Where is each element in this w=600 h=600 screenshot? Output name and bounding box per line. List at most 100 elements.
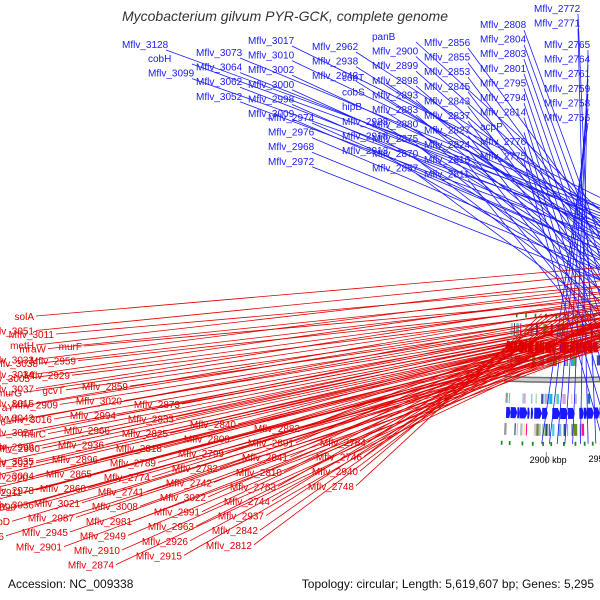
marker-dot — [591, 441, 594, 446]
reverse-label-connector — [283, 313, 589, 473]
map-title: Mycobacterium gilvum PYR-GCK, complete g… — [122, 8, 448, 24]
gene-label-reverse: Mflv_3004 — [0, 472, 34, 483]
gene-label-forward: Mflv_2853 — [424, 67, 471, 78]
reverse-label-connector — [41, 330, 600, 449]
gene-label-reverse: Mflv_2833 — [128, 415, 175, 426]
gene-label-reverse: Mflv_2911 — [0, 488, 22, 499]
gene-label-reverse: Mflv_3008 — [92, 502, 139, 513]
gene-label-reverse: Mflv_2744 — [224, 497, 271, 508]
gene-label-reverse: Mflv_2809 — [184, 435, 231, 446]
forward-label-connector — [385, 97, 600, 238]
reverse-label-connector — [359, 313, 548, 472]
gene-label-forward: Mflv_2899 — [372, 61, 419, 72]
forward-label-connector — [523, 73, 600, 297]
forward-label-connector — [523, 88, 600, 317]
gene-label-forward: Mflv_2756 — [544, 113, 591, 124]
gene-label-reverse: Mflv_2945 — [22, 528, 69, 539]
reverse-label-connector — [259, 313, 568, 531]
gene-label-reverse: Mflv_3037 — [0, 385, 34, 396]
gene-label-forward: Mflv_2972 — [268, 157, 315, 168]
reverse-label-connector — [35, 280, 600, 346]
reverse-label-connector — [355, 313, 542, 487]
gene-label-reverse: Mflv_2748 — [308, 482, 355, 493]
feature-block — [548, 424, 550, 436]
forward-label-connector — [467, 120, 600, 292]
forward-label-connector — [415, 114, 600, 269]
forward-label-connector — [467, 76, 600, 254]
gene-label-reverse: Mflv_3036 — [0, 501, 34, 512]
forward-label-connector — [291, 118, 600, 250]
reverse-label-connector — [175, 327, 600, 419]
reverse-label-connector — [23, 340, 600, 493]
gene-label-reverse: Mflv_2999 — [0, 443, 34, 454]
reverse-label-connector — [47, 291, 600, 349]
gene-label-reverse: Mflv_2812 — [206, 541, 253, 552]
feature-block — [533, 423, 537, 436]
forward-genes-track — [505, 406, 600, 419]
feature-block — [513, 323, 516, 336]
gene-arrow — [517, 407, 520, 419]
gene-label-forward: Mflv_2775 — [480, 151, 527, 162]
marker-dot — [525, 313, 527, 318]
gene-label-forward: Mflv_2900 — [372, 47, 419, 58]
gene-label-reverse: Mflv_2742 — [166, 478, 213, 489]
feature-block — [581, 423, 585, 436]
gene-label-forward: Mflv_2855 — [424, 53, 471, 64]
gene-label-reverse: Mflv_3016 — [6, 415, 53, 426]
feature-block — [505, 392, 508, 403]
gene-label-forward: Mflv_3128 — [122, 40, 169, 51]
reverse-label-connector — [0, 342, 600, 500]
forward-label-connector — [239, 72, 600, 217]
feature-block — [587, 393, 591, 404]
feature-block — [571, 393, 573, 404]
feature-block — [555, 394, 557, 404]
reverse-label-connector — [123, 322, 600, 401]
forward-label-connector — [355, 51, 600, 211]
gene-label-forward: Mflv_2759 — [544, 84, 591, 95]
gene-arrow — [534, 407, 543, 419]
feature-block — [515, 323, 520, 336]
forward-label-connector — [191, 63, 600, 214]
reverse-label-connectors — [0, 267, 600, 565]
reverse-label-connector — [77, 304, 600, 361]
gene-label-forward: hipB — [342, 102, 362, 113]
gene-label-reverse: Mflv_2915 — [136, 551, 183, 562]
marker-dot — [534, 313, 537, 318]
marker-dot — [521, 441, 524, 446]
reverse-label-connector — [0, 322, 600, 437]
gene-label-forward: Mflv_2856 — [424, 38, 471, 49]
gene-label-reverse: Mflv_2746 — [316, 453, 363, 464]
gene-label-reverse: Mflv_2783 — [230, 482, 277, 493]
reverse-label-connector — [35, 286, 600, 360]
reverse-label-connector — [0, 326, 600, 450]
reverse-label-connector — [139, 336, 600, 507]
gene-label-reverse: Mflv_2959 — [30, 357, 77, 368]
feature-block — [523, 393, 526, 404]
gene-label-reverse: Mflv_3038 — [0, 359, 38, 370]
reverse-label-connector — [367, 313, 558, 443]
gene-label-reverse: Mflv_3035 — [0, 457, 34, 468]
reverse-label-connector — [35, 267, 600, 317]
gene-label-forward: Mflv_2827 — [424, 126, 471, 137]
feature-block — [536, 423, 539, 436]
gene-label-forward: Mflv_3010 — [248, 51, 295, 62]
feature-block — [522, 393, 524, 404]
gene-label-reverse: Mflv_3042 — [0, 414, 34, 425]
feature-block — [519, 323, 522, 336]
gene-label-reverse: Mflv_2890 — [0, 503, 16, 514]
gene-label-reverse: gcvT — [42, 386, 64, 397]
reverse-label-connector — [35, 305, 600, 404]
reverse-label-connector — [47, 326, 600, 434]
forward-label-connector — [577, 28, 589, 444]
reverse-label-connector — [151, 334, 600, 478]
feature-block — [597, 355, 600, 366]
gene-label-forward: Mflv_3002 — [248, 65, 295, 76]
gene-label-forward: acpP — [480, 122, 503, 133]
forward-label-connector — [523, 161, 600, 433]
gene-label-reverse: Mflv_2873 — [134, 400, 181, 411]
forward-label-connector — [291, 74, 600, 220]
gene-arrow — [519, 407, 528, 419]
feature-block — [573, 423, 578, 436]
gene-label-forward: Mflv_2824 — [424, 140, 471, 151]
genome-summary-text: Topology: circular; Length: 5,619,607 bp… — [302, 577, 595, 591]
